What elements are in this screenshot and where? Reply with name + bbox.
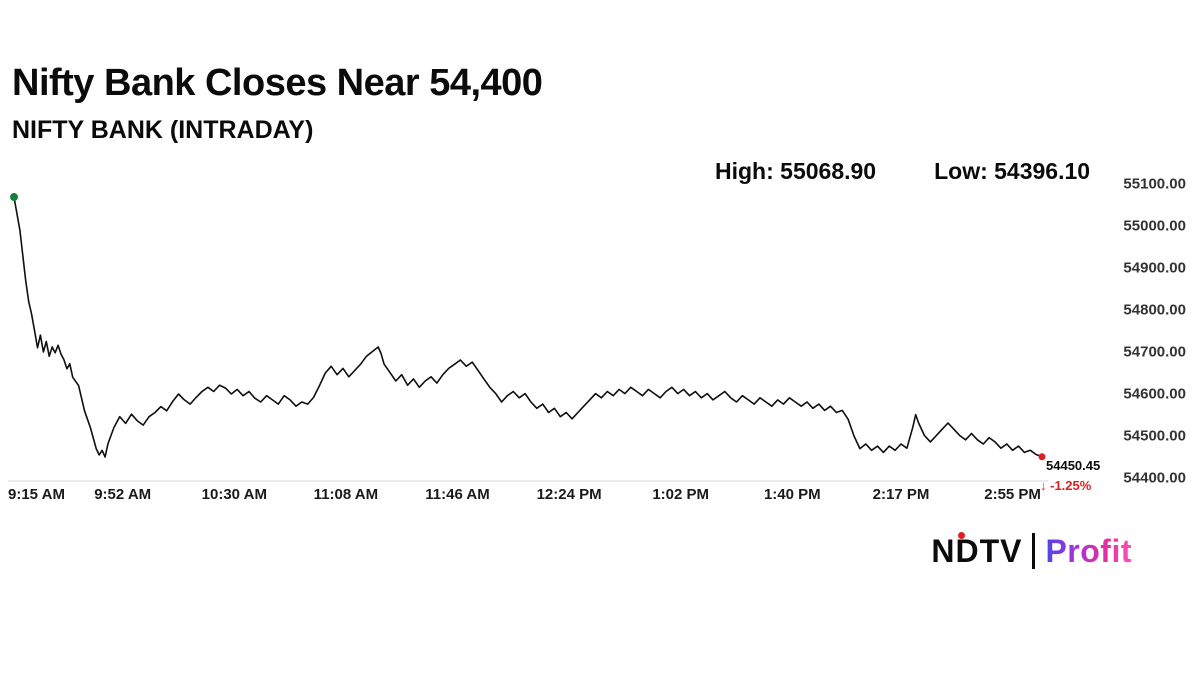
chart-subtitle: NIFTY BANK (INTRADAY) [12, 116, 314, 144]
y-axis-label: 55000.00 [1123, 217, 1186, 235]
x-axis-label: 12:24 PM [536, 486, 602, 503]
ndtv-logo: NDTV [931, 531, 1023, 570]
y-axis-label: 54500.00 [1123, 427, 1186, 445]
last-price-marker [1038, 453, 1046, 461]
ndtv-red-dot-icon [958, 531, 966, 539]
ndtv-profit-logo: NDTV Profit [931, 528, 1132, 574]
high-low-summary: High: 55068.90 Low: 54396.10 [715, 158, 1090, 185]
change-percent-label: ↓ -1.25% [1040, 477, 1092, 493]
page-title: Nifty Bank Closes Near 54,400 [12, 62, 543, 104]
x-axis-label: 11:08 AM [313, 486, 379, 503]
last-price-label: 54450.45 [1046, 457, 1101, 473]
price-line [13, 196, 1043, 458]
y-axis-label: 54900.00 [1123, 259, 1186, 277]
high-value-label: High: 55068.90 [715, 158, 877, 184]
x-axis-label: 2:17 PM [872, 486, 930, 503]
x-axis-label: 9:15 AM [8, 486, 65, 503]
y-axis-label: 54800.00 [1123, 301, 1186, 319]
low-value-label: Low: 54396.10 [934, 158, 1091, 184]
y-axis-label: 54700.00 [1123, 343, 1186, 361]
x-axis-label: 10:30 AM [201, 486, 267, 503]
y-axis-label: 55100.00 [1123, 175, 1186, 193]
x-axis-label: 1:40 PM [763, 486, 821, 503]
y-axis-label: 54600.00 [1123, 385, 1186, 403]
x-axis-label: 11:46 AM [425, 486, 490, 503]
x-axis-label: 9:52 AM [94, 486, 152, 503]
session-open-marker [10, 193, 18, 202]
ndtv-logo-text: NDTV [931, 532, 1023, 569]
x-axis-label: 1:02 PM [652, 486, 710, 503]
logo-separator-bar [1032, 533, 1036, 569]
x-axis-label: 2:55 PM [984, 486, 1041, 503]
y-axis-label: 54400.00 [1123, 469, 1186, 487]
profit-logo-text: Profit [1045, 532, 1132, 569]
